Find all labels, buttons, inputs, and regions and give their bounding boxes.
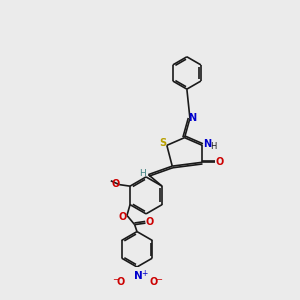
Text: O: O — [215, 157, 223, 167]
Text: −: − — [155, 276, 162, 285]
Text: +: + — [141, 269, 147, 278]
Text: −: − — [112, 276, 119, 285]
Text: H: H — [210, 142, 216, 152]
Text: O: O — [117, 277, 125, 286]
Text: O: O — [119, 212, 127, 222]
Text: S: S — [159, 138, 167, 148]
Text: O: O — [149, 277, 157, 286]
Text: H: H — [139, 169, 146, 178]
Text: N: N — [204, 139, 212, 149]
Text: O: O — [111, 179, 119, 189]
Text: N: N — [188, 113, 196, 123]
Text: O: O — [145, 217, 153, 227]
Text: N: N — [134, 271, 143, 281]
